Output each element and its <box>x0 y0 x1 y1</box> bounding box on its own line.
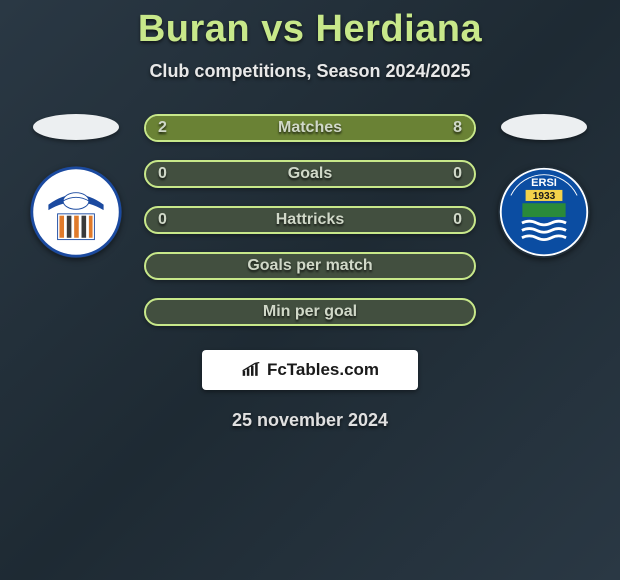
svg-text:ERSI: ERSI <box>531 177 557 189</box>
stat-row: 2 Matches 8 <box>144 114 476 142</box>
left-side <box>26 114 126 258</box>
svg-text:1933: 1933 <box>533 191 556 202</box>
stat-right-value: 0 <box>453 165 462 183</box>
stat-fill-right <box>212 116 474 140</box>
stat-row: 0 Hattricks 0 <box>144 206 476 234</box>
subtitle: Club competitions, Season 2024/2025 <box>0 61 620 82</box>
right-crest-svg: ERSI 1933 <box>498 166 590 258</box>
brand-badge[interactable]: FcTables.com <box>202 350 418 390</box>
stat-row: Goals per match <box>144 252 476 280</box>
page-title: Buran vs Herdiana <box>0 8 620 51</box>
right-side: ERSI 1933 <box>494 114 594 258</box>
stat-label: Goals per match <box>247 257 372 275</box>
stat-left-value: 0 <box>158 165 167 183</box>
brand-text: FcTables.com <box>267 360 379 380</box>
left-crest-svg <box>30 166 122 258</box>
left-club-crest <box>30 166 122 258</box>
stat-row: Min per goal <box>144 298 476 326</box>
stats-column: 2 Matches 8 0 Goals 0 0 Hattricks 0 Goals per mat… <box>144 114 476 326</box>
stat-right-value: 0 <box>453 211 462 229</box>
stat-left-value: 2 <box>158 119 167 137</box>
stat-row: 0 Goals 0 <box>144 160 476 188</box>
right-club-crest: ERSI 1933 <box>498 166 590 258</box>
right-flag <box>501 114 587 140</box>
stat-left-value: 0 <box>158 211 167 229</box>
stat-fill-left <box>146 116 212 140</box>
chart-icon <box>241 362 261 378</box>
stat-right-value: 8 <box>453 119 462 137</box>
stat-label: Hattricks <box>276 211 344 229</box>
comparison-card: Buran vs Herdiana Club competitions, Sea… <box>0 0 620 431</box>
left-flag <box>33 114 119 140</box>
stat-label: Goals <box>288 165 332 183</box>
main-row: 2 Matches 8 0 Goals 0 0 Hattricks 0 Goals per mat… <box>0 114 620 326</box>
stat-label: Matches <box>278 119 342 137</box>
date-text: 25 november 2024 <box>0 410 620 431</box>
stat-label: Min per goal <box>263 303 357 321</box>
